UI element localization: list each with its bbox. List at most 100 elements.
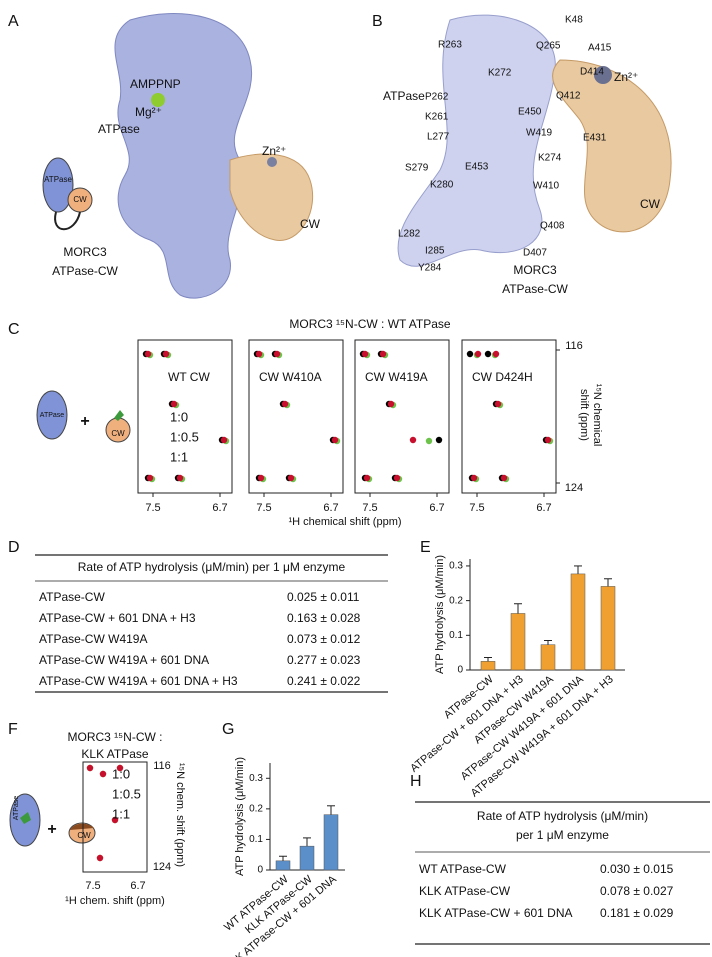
peak (379, 350, 387, 358)
legend-text: 1:1 (170, 449, 188, 464)
x-tick-label: 7.5 (256, 502, 271, 514)
peak (116, 764, 124, 772)
peak (425, 437, 433, 445)
y-axis-label: ATP hydrolysis (μM/min) (234, 757, 246, 876)
bar (600, 586, 616, 671)
panel-title: KLK ATPase (81, 747, 148, 761)
x-axis-label: ¹H chemical shift (ppm) (288, 516, 401, 528)
y-axis-label: ATP hydrolysis (μM/min) (434, 555, 446, 674)
y-tick-label: 0 (457, 665, 463, 676)
x-tick-label: 6.7 (212, 502, 227, 514)
panel-label: A (8, 13, 19, 30)
plus: + (80, 413, 89, 430)
x-tick-label: 6.7 (323, 502, 338, 514)
peak (162, 350, 170, 358)
table-cell: 0.181 ± 0.029 (600, 906, 674, 920)
peak (111, 816, 119, 824)
table-cell: KLK ATPase-CW + 601 DNA (419, 906, 573, 920)
spectrum-label: CW W419A (365, 370, 428, 384)
peak (470, 474, 478, 482)
legend-text: 1:0.5 (170, 429, 199, 444)
peak (544, 436, 552, 444)
peak (255, 350, 263, 358)
y-tick-label: 0 (257, 865, 263, 876)
structure-label: Zn²⁺ (262, 144, 286, 158)
residue-label: W419 (526, 128, 553, 139)
residue-label: W410 (533, 181, 560, 192)
x-tick-label: 6.7 (130, 880, 145, 892)
x-tick-label: 6.7 (429, 502, 444, 514)
table-cell: ATPase-CW W419A + 601 DNA + H3 (39, 674, 238, 688)
peak (361, 350, 369, 358)
table-header: Rate of ATP hydrolysis (μM/min) per 1 μM… (78, 560, 346, 574)
y-tick-label: 0.2 (249, 803, 263, 814)
legend-text: 1:0 (112, 766, 130, 781)
peak (287, 474, 295, 482)
plus: + (47, 821, 56, 838)
panel-label: G (222, 721, 234, 738)
residue-label: I285 (425, 246, 445, 257)
spectrum-frame (354, 339, 450, 494)
spectrum-label: CW W410A (259, 370, 322, 384)
x-tick-label: 7.5 (85, 880, 100, 892)
peak (273, 350, 281, 358)
y-axis-label: shift (ppm) (578, 389, 590, 441)
peak (435, 436, 443, 444)
bar (323, 814, 339, 871)
residue-label: E450 (518, 107, 542, 118)
residue-label: K274 (538, 153, 562, 164)
peak (99, 770, 107, 778)
residue-label: D407 (523, 248, 547, 259)
peak (387, 400, 395, 408)
structure-label: CW (300, 217, 321, 231)
structure-label: Mg²⁺ (135, 105, 162, 119)
y-tick-label: 0.1 (449, 630, 463, 641)
y-tick-label: 0.3 (449, 561, 463, 572)
residue-label: L282 (398, 229, 421, 240)
residue-label: A415 (588, 43, 612, 54)
y-tick-label: 124 (565, 482, 583, 494)
bar (275, 860, 291, 871)
residue-label: Q412 (556, 91, 581, 102)
panel-label: F (8, 721, 18, 738)
y-axis-label: ¹⁵N chemical (591, 384, 603, 447)
table-cell: 0.277 ± 0.023 (287, 653, 361, 667)
table-cell: 0.163 ± 0.028 (287, 611, 361, 625)
legend-text: 1:0 (170, 409, 188, 424)
peak (257, 474, 265, 482)
spectrum-frame (461, 339, 557, 494)
peak (500, 474, 508, 482)
peak (170, 400, 178, 408)
table-cell: KLK ATPase-CW (419, 884, 511, 898)
peak (176, 474, 184, 482)
peak (331, 436, 339, 444)
legend-text: 1:1 (112, 806, 130, 821)
peak (492, 350, 500, 358)
residue-label: Q265 (536, 41, 561, 52)
residue-label: K272 (488, 68, 512, 79)
peak (220, 436, 228, 444)
caption: MORC3 (513, 263, 557, 277)
table-cell: 0.241 ± 0.022 (287, 674, 361, 688)
table-cell: 0.030 ± 0.015 (600, 862, 674, 876)
spectrum-frame (248, 339, 344, 494)
cartoon-label: ATPase (13, 796, 20, 820)
bar (540, 644, 556, 671)
bar (570, 573, 586, 671)
table-cell: WT ATPase-CW (419, 862, 507, 876)
peak (281, 400, 289, 408)
protein-structure-a (42, 13, 314, 299)
residue-label: K280 (430, 180, 454, 191)
panel-label: E (420, 539, 431, 556)
residue-label: E453 (465, 162, 489, 173)
residue-label: K48 (565, 15, 583, 26)
residue-label: Y284 (418, 263, 442, 274)
residue-label: Q408 (540, 221, 565, 232)
spectrum-label: WT CW (168, 370, 210, 384)
panel-label: B (372, 13, 383, 30)
residue-label: R263 (438, 40, 462, 51)
cartoon-label: CW (111, 429, 125, 438)
table-header: per 1 μM enzyme (516, 828, 609, 842)
table-cell: ATPase-CW W419A + 601 DNA (39, 653, 209, 667)
